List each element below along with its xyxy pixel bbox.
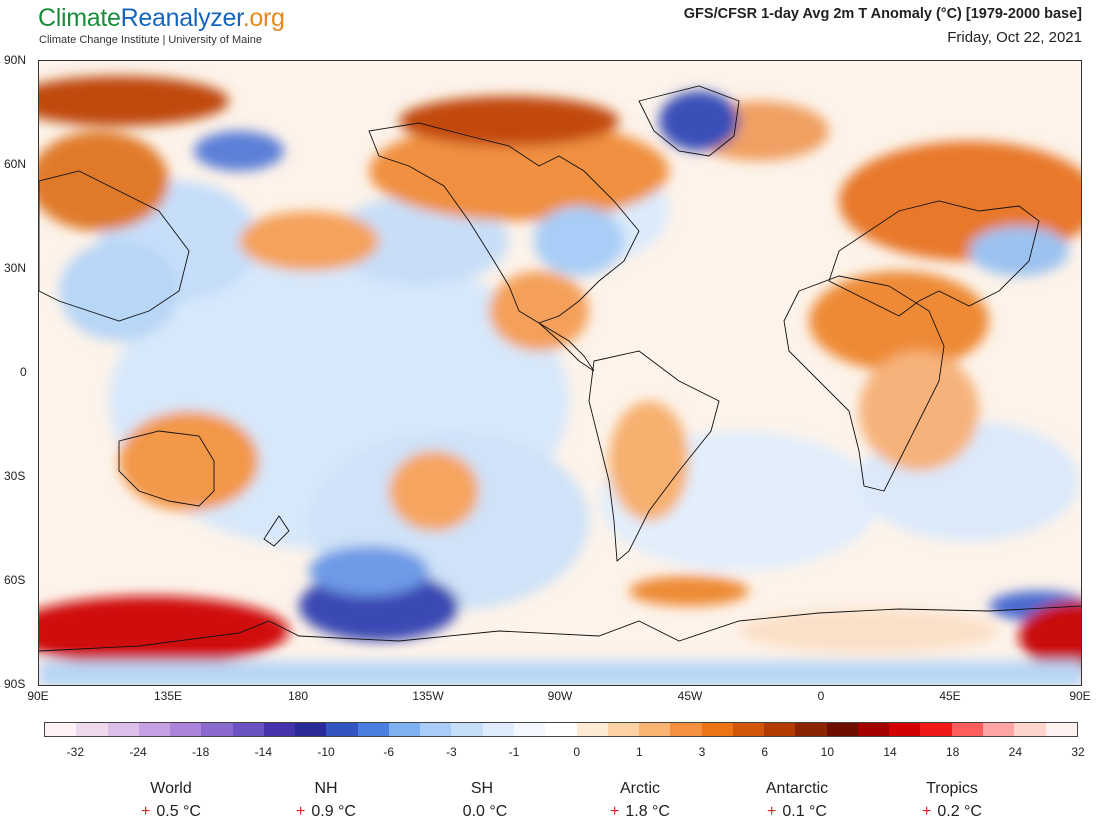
- color-scale-bin: [732, 723, 765, 736]
- stat-sh: SH 0.0 °C: [412, 780, 552, 821]
- color-scale-label: 1: [635, 745, 643, 759]
- color-scale-bin: [639, 723, 671, 736]
- color-scale-label: 6: [761, 745, 768, 759]
- color-scale-bin: [232, 723, 264, 736]
- color-scale-bin: [357, 723, 389, 736]
- lat-label: 60N: [4, 157, 27, 171]
- color-scale-bin: [107, 723, 139, 736]
- color-scale-bin: [513, 723, 546, 736]
- site-logo[interactable]: ClimateReanalyzer.org: [38, 4, 285, 33]
- stat-name: Arctic: [620, 780, 660, 797]
- color-scale-bin: [951, 723, 983, 736]
- map-title: GFS/CFSR 1-day Avg 2m T Anomaly (°C) [19…: [683, 6, 1082, 22]
- color-scale-bin: [1014, 723, 1046, 736]
- color-scale-bin: [795, 723, 827, 736]
- color-scale-bin: [920, 723, 952, 736]
- stat-nh: NH +0.9 °C: [256, 780, 396, 821]
- stat-value: 0.9 °C: [311, 803, 356, 820]
- color-scale-bin: [701, 723, 733, 736]
- color-scale-bin: [764, 723, 796, 736]
- color-scale-bin: [607, 723, 640, 736]
- logo-part-climate: Climate: [38, 4, 121, 32]
- color-scale-label: -1: [508, 745, 520, 759]
- stat-sign: +: [610, 803, 620, 820]
- color-scale-bin: [76, 723, 108, 736]
- stat-name: World: [150, 780, 192, 797]
- lon-label: 45W: [677, 689, 703, 703]
- lon-label: 90E: [1069, 689, 1091, 703]
- anomaly-map-graphic: [39, 61, 1081, 685]
- stat-name: Antarctic: [765, 780, 829, 797]
- lon-label: 180: [287, 689, 309, 703]
- color-scale-bin: [1045, 723, 1077, 736]
- color-scale-label: 0: [573, 745, 580, 759]
- lat-label: 30S: [4, 469, 26, 483]
- color-scale-label: 10: [820, 745, 835, 759]
- stat-value: 1.8 °C: [625, 803, 670, 820]
- color-scale-label: -3: [445, 745, 457, 759]
- stat-name: NH: [314, 780, 338, 797]
- color-scale-label: 32: [1071, 745, 1085, 759]
- stat-name: SH: [470, 780, 494, 797]
- map-date: Friday, Oct 22, 2021: [947, 29, 1082, 46]
- lat-label: 0: [20, 365, 27, 379]
- color-scale-bin: [388, 723, 421, 736]
- lat-label: 90S: [4, 677, 26, 691]
- stat-tropics: Tropics +0.2 °C: [882, 780, 1022, 821]
- stat-value: 0.2 °C: [937, 803, 982, 820]
- stat-value: 0.0 °C: [462, 803, 508, 820]
- color-scale-bin: [138, 723, 171, 736]
- color-scale-bin: [857, 723, 890, 736]
- lon-label: 90W: [547, 689, 573, 703]
- color-scale-bin: [45, 723, 77, 736]
- color-scale-bin: [576, 723, 608, 736]
- color-scale-bin: [201, 723, 233, 736]
- color-scale-bar: [44, 722, 1078, 737]
- logo-part-org: .org: [242, 4, 285, 32]
- stat-sign: +: [767, 803, 777, 820]
- color-scale-bin: [451, 723, 483, 736]
- lat-label: 90N: [4, 53, 27, 67]
- color-scale-bin: [482, 723, 514, 736]
- color-scale-bin: [670, 723, 702, 736]
- color-scale-label: -6: [383, 745, 394, 759]
- stat-name: Tropics: [926, 780, 978, 797]
- color-scale-bin: [889, 723, 921, 736]
- color-scale-label: -32: [66, 745, 84, 759]
- stat-sign: +: [141, 803, 151, 820]
- stat-antarctic: Antarctic +0.1 °C: [727, 780, 867, 821]
- color-scale-label: 18: [945, 745, 960, 759]
- color-scale-bin: [420, 723, 452, 736]
- color-scale-label: -24: [129, 745, 147, 759]
- color-scale-bin: [826, 723, 858, 736]
- stat-sign: +: [296, 803, 306, 820]
- lat-label: 30N: [4, 261, 27, 275]
- lon-label: 135W: [412, 689, 444, 703]
- color-scale-label: -14: [254, 745, 272, 759]
- color-scale-label: 3: [698, 745, 706, 759]
- stat-value: 0.5 °C: [156, 803, 201, 820]
- stat-sign: +: [922, 803, 932, 820]
- lat-label: 60S: [4, 573, 26, 587]
- color-scale-label: -18: [191, 745, 210, 759]
- logo-part-reanalyzer: Reanalyzer: [120, 4, 243, 32]
- color-scale-bin: [982, 723, 1015, 736]
- lon-label: 135E: [153, 689, 183, 703]
- color-scale-label: 14: [883, 745, 897, 759]
- institution-label: Climate Change Institute | University of…: [39, 34, 262, 46]
- lon-label: 45E: [939, 689, 961, 703]
- lon-label: 0: [817, 689, 825, 703]
- color-scale-bin: [263, 723, 296, 736]
- color-scale-bin: [295, 723, 327, 736]
- color-scale-bin: [545, 723, 577, 736]
- color-scale-bin: [170, 723, 202, 736]
- stat-arctic: Arctic +1.8 °C: [570, 780, 710, 821]
- color-scale-bin: [326, 723, 358, 736]
- color-scale-label: -10: [317, 745, 335, 759]
- color-scale-label: 24: [1008, 745, 1023, 759]
- anomaly-map[interactable]: [38, 60, 1082, 686]
- stat-world: World +0.5 °C: [101, 780, 241, 821]
- lon-label: 90E: [27, 689, 49, 703]
- stat-value: 0.1 °C: [782, 803, 827, 820]
